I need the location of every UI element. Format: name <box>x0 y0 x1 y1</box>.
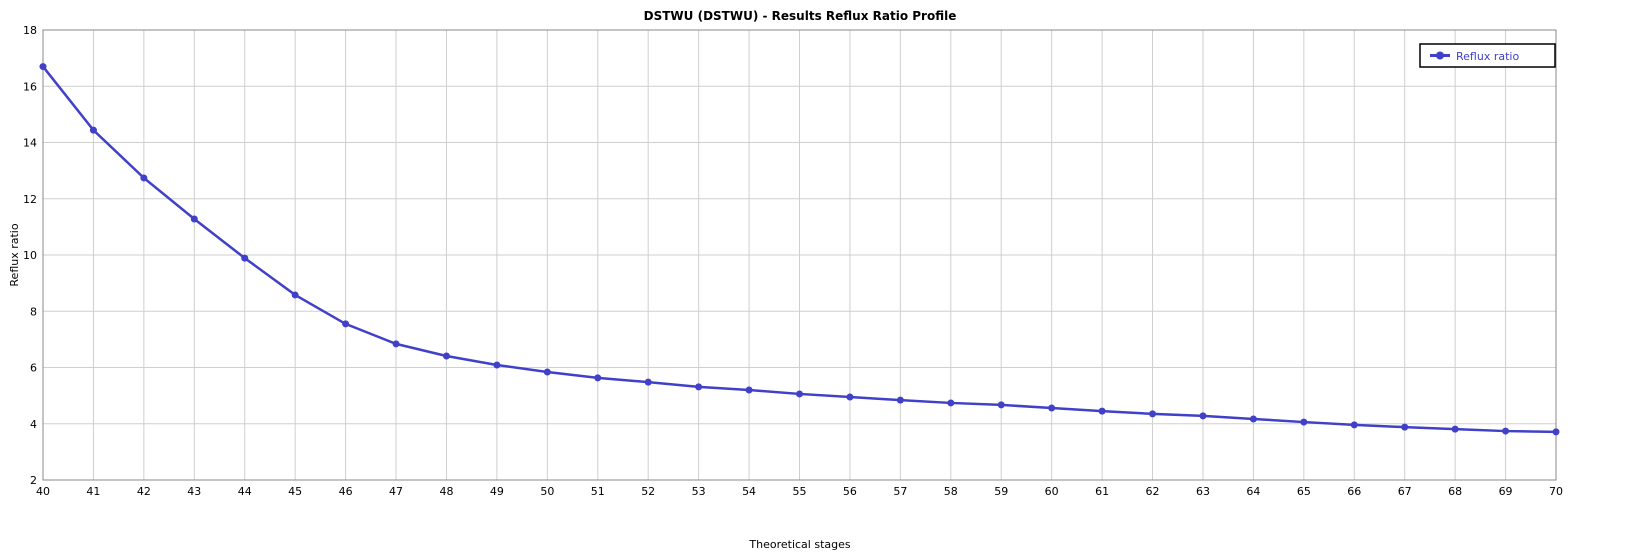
data-point <box>1300 418 1308 426</box>
x-tick-label: 50 <box>540 485 554 498</box>
x-tick-label: 61 <box>1095 485 1109 498</box>
x-tick-label: 67 <box>1398 485 1412 498</box>
y-axis-label: Reflux ratio <box>8 223 21 286</box>
legend-label: Reflux ratio <box>1456 50 1519 63</box>
plot-area-border <box>42 29 1557 481</box>
x-tick-label: 40 <box>36 485 50 498</box>
legend-marker <box>1436 51 1444 60</box>
data-point <box>140 174 148 182</box>
x-tick-label: 47 <box>389 485 403 498</box>
data-point <box>442 352 450 360</box>
y-tick-label: 18 <box>23 24 37 37</box>
data-point <box>947 399 955 407</box>
data-point <box>1552 428 1560 436</box>
y-tick-label: 6 <box>30 362 37 375</box>
y-tick-label: 8 <box>30 305 37 318</box>
x-tick-label: 54 <box>742 485 756 498</box>
x-tick-label: 62 <box>1146 485 1160 498</box>
x-tick-label: 59 <box>994 485 1008 498</box>
x-tick-label: 69 <box>1499 485 1513 498</box>
x-tick-label: 49 <box>490 485 504 498</box>
data-point <box>594 374 602 382</box>
data-point <box>1249 415 1257 423</box>
x-tick-label: 57 <box>893 485 907 498</box>
legend: Reflux ratio <box>1419 43 1556 68</box>
data-point <box>342 320 350 328</box>
x-tick-label: 65 <box>1297 485 1311 498</box>
data-point <box>493 361 501 369</box>
data-point <box>190 215 198 223</box>
data-point <box>997 401 1005 409</box>
x-tick-label: 48 <box>439 485 453 498</box>
x-axis-label: Theoretical stages <box>748 538 850 551</box>
x-tick-label: 68 <box>1448 485 1462 498</box>
y-tick-label: 14 <box>23 137 37 150</box>
x-tick-label: 64 <box>1246 485 1260 498</box>
x-tick-label: 58 <box>944 485 958 498</box>
data-point <box>1451 425 1459 433</box>
x-tick-label: 56 <box>843 485 857 498</box>
data-point <box>1149 410 1157 418</box>
x-tick-label: 43 <box>187 485 201 498</box>
data-point <box>896 396 904 404</box>
data-point <box>1199 412 1207 420</box>
x-tick-label: 46 <box>339 485 353 498</box>
data-point <box>1401 423 1409 431</box>
data-point <box>796 390 803 398</box>
data-point <box>644 378 652 386</box>
y-tick-label: 10 <box>23 249 37 262</box>
data-point <box>1098 407 1106 415</box>
data-point <box>39 63 47 71</box>
y-tick-label: 16 <box>23 80 37 93</box>
x-tick-label: 44 <box>238 485 252 498</box>
data-point <box>1048 404 1056 412</box>
y-tick-label: 12 <box>23 193 37 206</box>
data-point <box>846 393 854 401</box>
data-point <box>392 340 400 348</box>
data-point <box>1350 421 1358 429</box>
y-tick-label: 2 <box>30 474 37 487</box>
x-tick-label: 55 <box>793 485 807 498</box>
x-tick-label: 45 <box>288 485 302 498</box>
data-point <box>291 291 299 299</box>
x-tick-label: 66 <box>1347 485 1361 498</box>
x-tick-label: 42 <box>137 485 151 498</box>
x-tick-label: 52 <box>641 485 655 498</box>
x-tick-label: 51 <box>591 485 605 498</box>
x-tick-label: 60 <box>1045 485 1059 498</box>
data-point <box>1502 427 1510 435</box>
data-point <box>543 368 551 376</box>
x-tick-label: 70 <box>1549 485 1563 498</box>
x-tick-label: 53 <box>692 485 706 498</box>
data-point <box>745 386 753 394</box>
x-tick-label: 41 <box>86 485 100 498</box>
chart-title: DSTWU (DSTWU) - Results Reflux Ratio Pro… <box>644 9 957 23</box>
x-tick-label: 63 <box>1196 485 1210 498</box>
data-point <box>695 383 703 391</box>
data-point <box>241 254 249 262</box>
data-point <box>89 126 97 134</box>
y-tick-label: 4 <box>30 418 37 431</box>
